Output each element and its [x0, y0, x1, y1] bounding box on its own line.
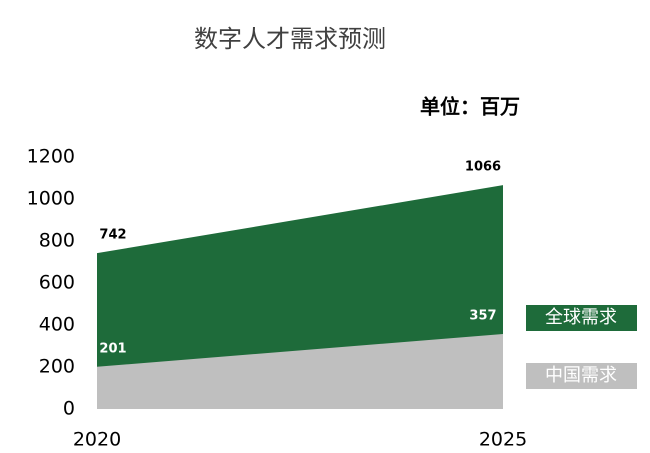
- data-label: 1066: [465, 160, 501, 175]
- area: [97, 334, 503, 409]
- y-tick-label: 400: [39, 314, 75, 336]
- data-label: 742: [99, 228, 126, 243]
- legend-label: 中国需求: [545, 365, 617, 386]
- y-tick-label: 200: [39, 356, 75, 378]
- y-tick-label: 1200: [27, 146, 75, 168]
- legend-swatch: [526, 305, 637, 331]
- data-label: 357: [469, 309, 496, 324]
- legend-label: 全球需求: [545, 307, 617, 328]
- y-tick-label: 1000: [27, 188, 75, 210]
- chart-title: 数字人才需求预测: [194, 25, 386, 53]
- y-tick-label: 0: [63, 398, 75, 420]
- data-label: 201: [99, 341, 126, 356]
- y-tick-label: 600: [39, 272, 75, 294]
- y-tick-label: 800: [39, 230, 75, 252]
- x-tick-label: 2020: [73, 429, 121, 451]
- unit-label: 单位：百万: [420, 95, 520, 119]
- x-tick-label: 2025: [479, 429, 527, 451]
- legend-swatch: [526, 363, 637, 389]
